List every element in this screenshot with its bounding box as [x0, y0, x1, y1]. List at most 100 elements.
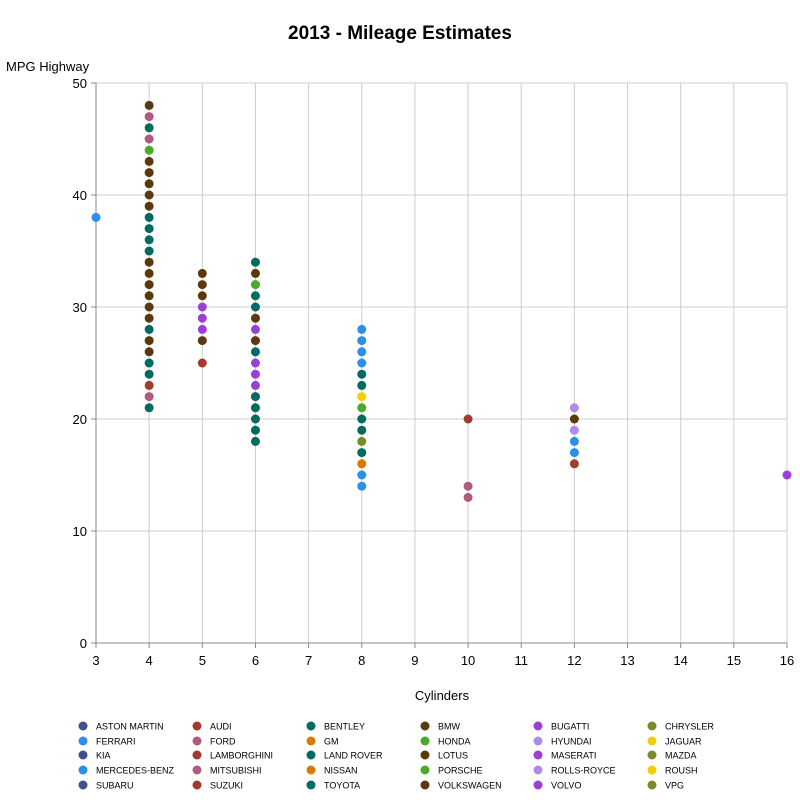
- legend-label: MERCEDES-BENZ: [96, 766, 175, 776]
- legend-marker: [420, 750, 430, 760]
- x-tick-label: 14: [673, 653, 687, 668]
- data-point: [357, 369, 367, 379]
- legend-label: CHRYSLER: [665, 722, 714, 732]
- data-point: [144, 168, 154, 178]
- data-point: [144, 291, 154, 301]
- data-point: [569, 448, 579, 458]
- legend-label: GM: [324, 737, 339, 747]
- x-tick-label: 16: [780, 653, 794, 668]
- legend-label: LOTUS: [438, 751, 468, 761]
- data-point: [250, 392, 260, 402]
- legend-label: SUBARU: [96, 781, 134, 791]
- data-point: [250, 291, 260, 301]
- data-point: [250, 280, 260, 290]
- data-point: [569, 425, 579, 435]
- data-point: [250, 380, 260, 390]
- data-point: [250, 268, 260, 278]
- data-point: [144, 112, 154, 122]
- data-point: [569, 403, 579, 413]
- data-point: [782, 470, 792, 480]
- data-point: [357, 425, 367, 435]
- legend-label: BUGATTI: [551, 722, 589, 732]
- x-tick-label: 4: [146, 653, 153, 668]
- x-tick-label: 6: [252, 653, 259, 668]
- data-point: [357, 481, 367, 491]
- data-point: [197, 268, 207, 278]
- data-point: [144, 280, 154, 290]
- data-point: [144, 179, 154, 189]
- x-tick-label: 8: [358, 653, 365, 668]
- legend-marker: [647, 765, 657, 775]
- legend-label: ASTON MARTIN: [96, 722, 164, 732]
- data-point: [144, 392, 154, 402]
- data-point: [357, 448, 367, 458]
- data-point: [463, 492, 473, 502]
- data-point: [250, 414, 260, 424]
- y-axis-label: MPG Highway: [6, 59, 90, 74]
- data-point: [357, 336, 367, 346]
- legend-marker: [533, 736, 543, 746]
- data-point: [144, 313, 154, 323]
- data-point: [357, 436, 367, 446]
- legend-marker: [78, 780, 88, 790]
- data-point: [144, 369, 154, 379]
- data-point: [91, 212, 101, 222]
- x-tick-label: 7: [305, 653, 312, 668]
- data-point: [144, 100, 154, 110]
- legend-marker: [647, 780, 657, 790]
- legend-marker: [420, 736, 430, 746]
- data-point: [197, 280, 207, 290]
- y-tick-label: 50: [73, 76, 87, 91]
- legend-label: TOYOTA: [324, 781, 360, 791]
- legend-label: MITSUBISHI: [210, 766, 262, 776]
- data-point: [569, 459, 579, 469]
- legend-marker: [192, 765, 202, 775]
- legend-marker: [192, 736, 202, 746]
- y-tick-label: 10: [73, 524, 87, 539]
- data-point: [357, 392, 367, 402]
- legend-label: LAMBORGHINI: [210, 751, 273, 761]
- data-point: [357, 403, 367, 413]
- legend-marker: [533, 765, 543, 775]
- data-point: [463, 481, 473, 491]
- data-point: [144, 302, 154, 312]
- data-point: [357, 324, 367, 334]
- data-point: [197, 302, 207, 312]
- data-point: [250, 324, 260, 334]
- data-point: [250, 257, 260, 267]
- legend-marker: [192, 721, 202, 731]
- data-point: [463, 414, 473, 424]
- data-point: [144, 156, 154, 166]
- data-point: [144, 212, 154, 222]
- legend-marker: [647, 736, 657, 746]
- data-point: [197, 291, 207, 301]
- data-point: [250, 369, 260, 379]
- data-point: [144, 190, 154, 200]
- data-point: [197, 313, 207, 323]
- legend-label: FORD: [210, 737, 236, 747]
- tick-labels: 3 4 5 6 7 8 9 10 11 12 13 14 15 16 0 10 20 30 40 50: [73, 76, 795, 668]
- legend-label: FERRARI: [96, 737, 136, 747]
- legend-marker: [306, 780, 316, 790]
- data-point: [569, 414, 579, 424]
- data-point: [144, 336, 154, 346]
- x-tick-label: 3: [92, 653, 99, 668]
- data-point: [357, 459, 367, 469]
- x-axis-label: Cylinders: [415, 688, 470, 703]
- legend-marker: [78, 765, 88, 775]
- data-point: [250, 302, 260, 312]
- x-tick-label: 5: [199, 653, 206, 668]
- legend-marker: [533, 750, 543, 760]
- legend-marker: [420, 721, 430, 731]
- legend-label: NISSAN: [324, 766, 358, 776]
- data-point: [144, 145, 154, 155]
- axes: [91, 82, 788, 648]
- data-point: [357, 470, 367, 480]
- data-point: [144, 380, 154, 390]
- legend-marker: [647, 750, 657, 760]
- legend-label: VPG: [665, 781, 684, 791]
- legend-label: SUZUKI: [210, 781, 243, 791]
- x-tick-label: 15: [727, 653, 741, 668]
- legend-label: HYUNDAI: [551, 737, 592, 747]
- legend-marker: [192, 780, 202, 790]
